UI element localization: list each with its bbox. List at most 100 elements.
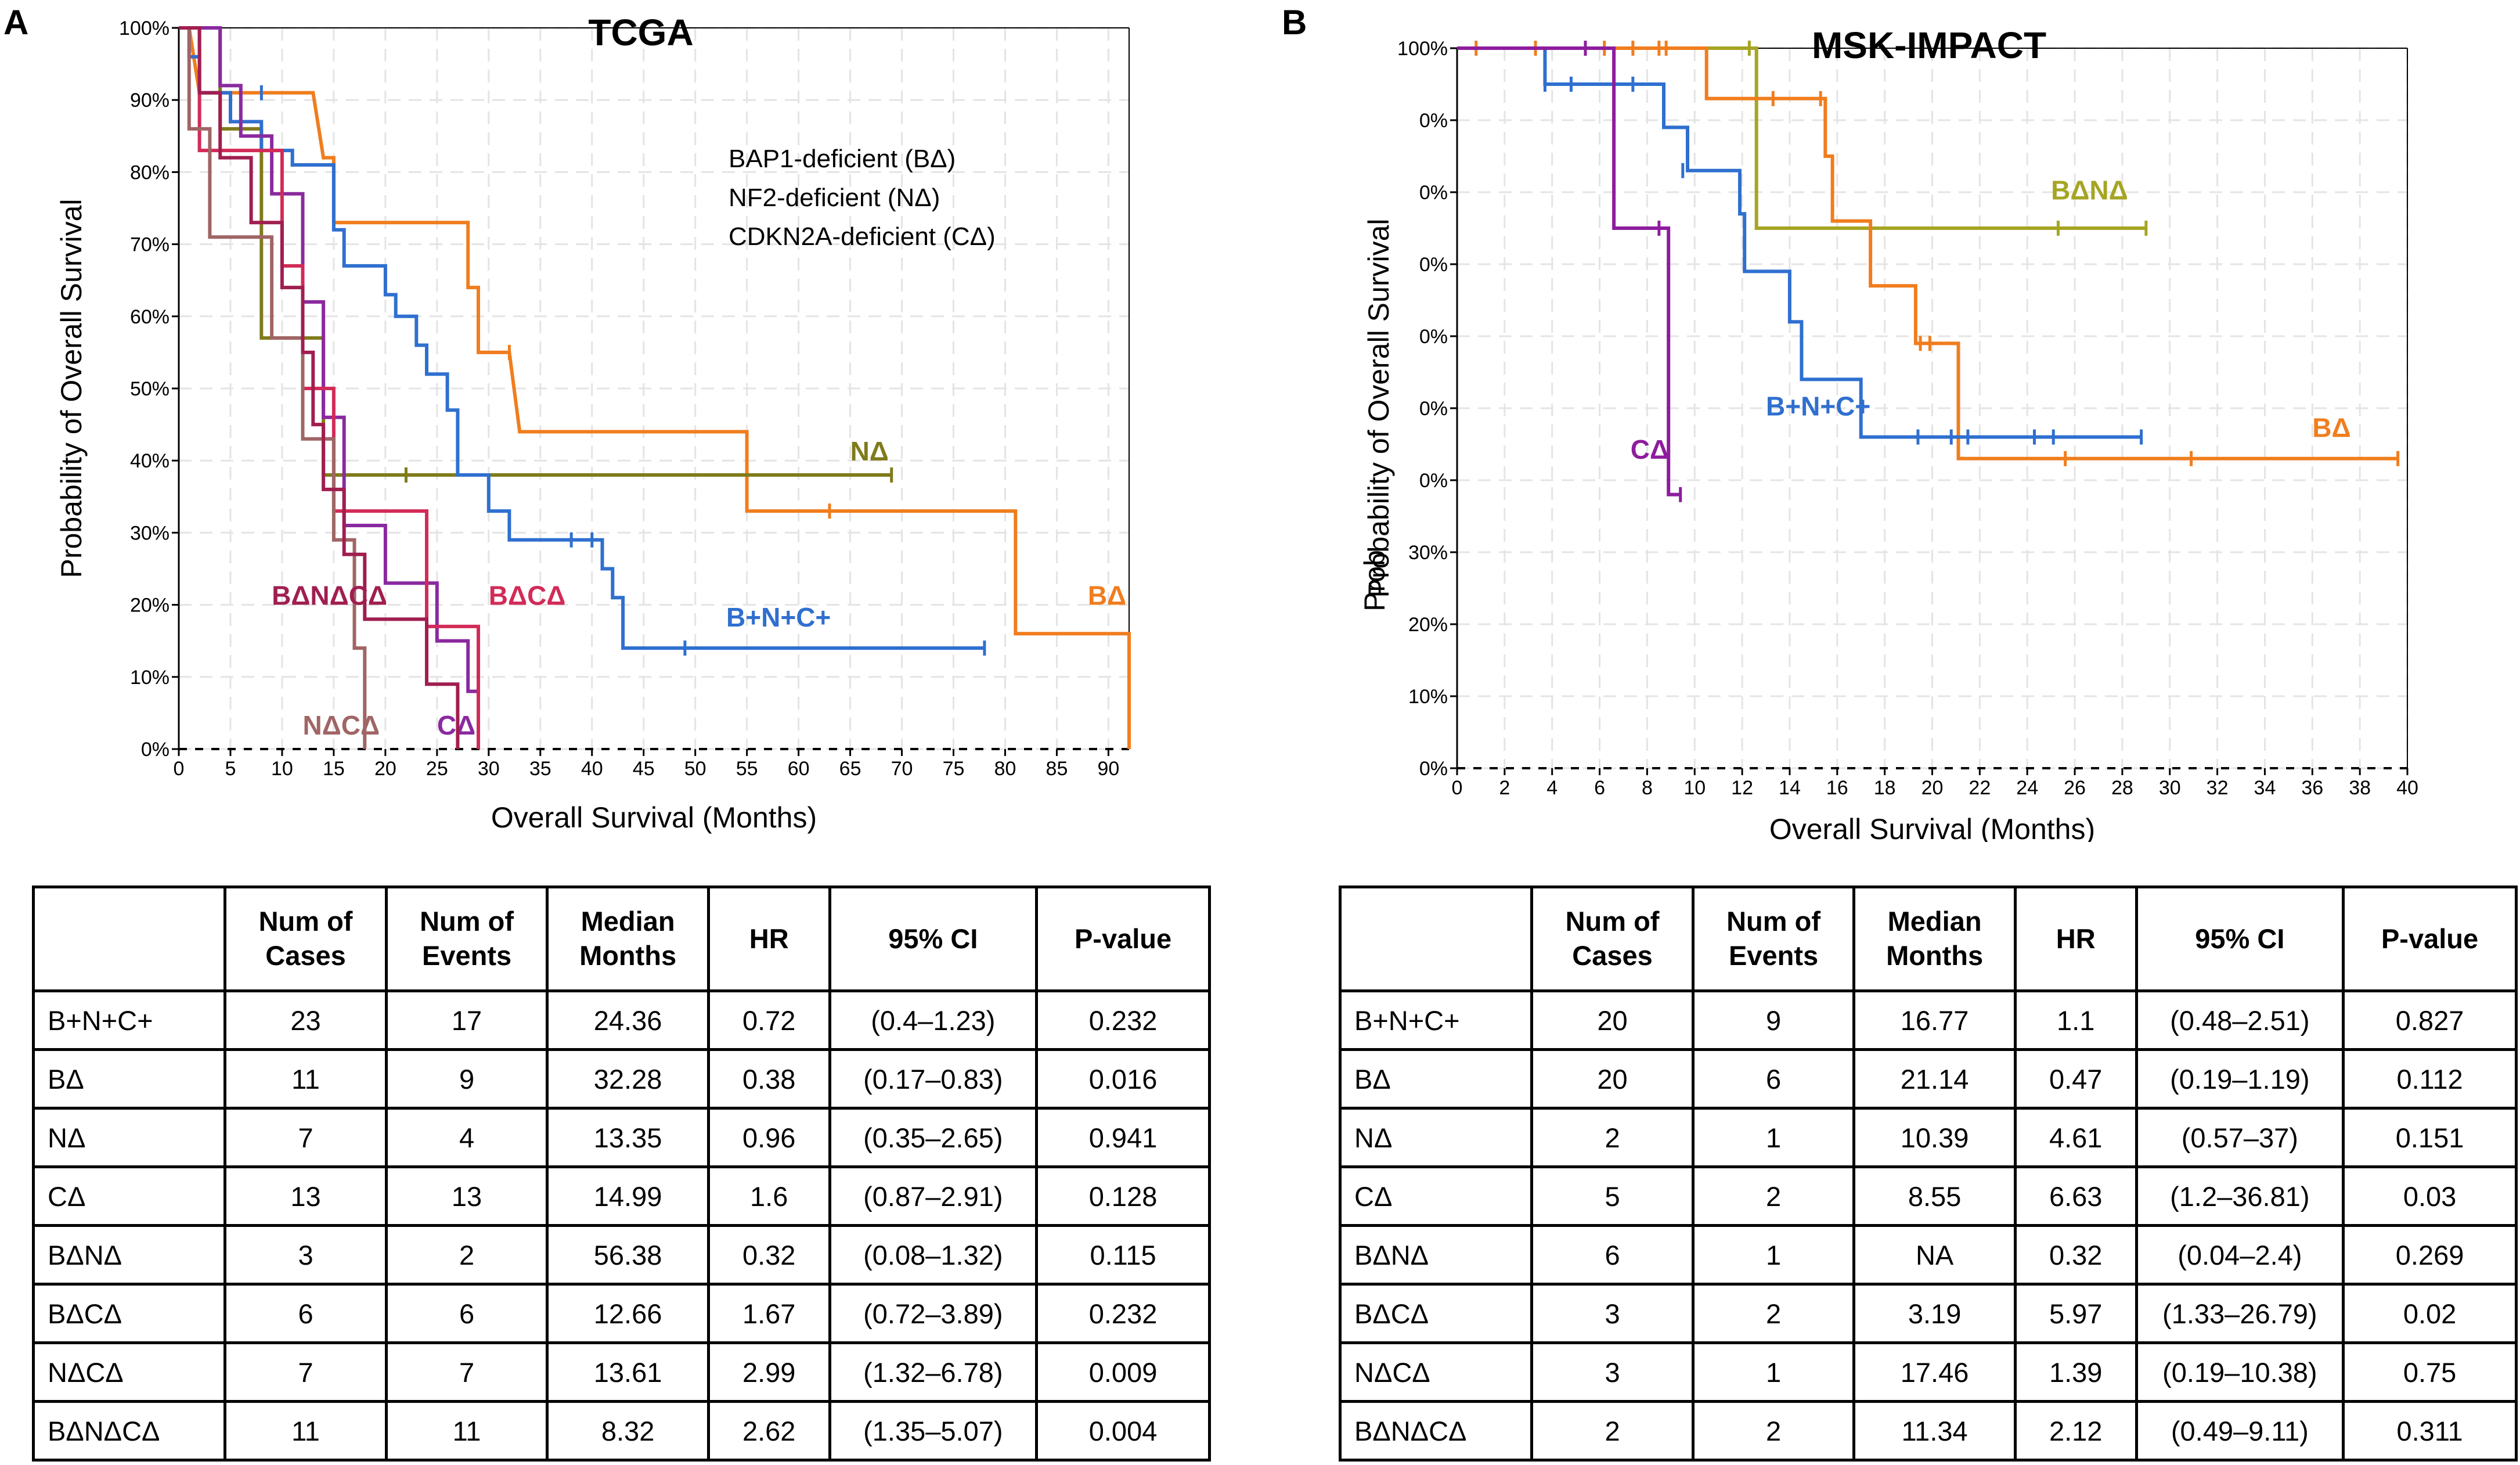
- tcga-x-tick-label: 50: [684, 758, 706, 780]
- tcga-value-cell: (0.87–2.91): [828, 1165, 1039, 1227]
- tcga-x-tick-label: 5: [225, 758, 236, 780]
- tcga-value-cell: 0.016: [1035, 1048, 1211, 1110]
- tcga-stats-table: Num of Cases Num of Events Median Months HR 95%…: [31, 886, 1211, 1462]
- msk-value-cell: 0.151: [2342, 1107, 2518, 1168]
- tcga-y-tick-label: 100%: [119, 17, 170, 39]
- tcga-table-row: BΔCΔ 6 6 12.66 1.67 (0.72–3.89) 0.232: [31, 1283, 1211, 1344]
- msk-impact-survival-chart: 0%10%20%30%0%0%0%0%0%0%100%0 2 4 6 8 10 12 14 16…: [1358, 24, 2418, 842]
- tcga-x-tick-label: 65: [839, 758, 861, 780]
- tcga-x-tick-label: 40: [581, 758, 603, 780]
- tcga-y-label: Probability of Overall Survival: [55, 199, 88, 578]
- tcga-value-cell: 2: [384, 1224, 549, 1286]
- tcga-table-row: BΔ 11 9 32.28 0.38 (0.17–0.83) 0.016: [31, 1048, 1211, 1110]
- msk-value-cell: 2: [1530, 1107, 1695, 1168]
- tcga-header-cell: 95% CI: [828, 886, 1039, 992]
- tcga-value-cell: 7: [384, 1341, 549, 1403]
- msk-series-bdnd: [1457, 46, 2146, 230]
- msk-group-cell: CΔ: [1338, 1165, 1534, 1227]
- tcga-value-cell: 2.62: [706, 1400, 831, 1462]
- msk-y-tick-label: 10%: [1408, 686, 1448, 708]
- tcga-y-tick-label: 20%: [130, 595, 170, 617]
- msk-x-tick-label: 28: [2111, 777, 2133, 799]
- tcga-value-cell: 2.99: [706, 1341, 831, 1403]
- tcga-x-tick-label: 45: [633, 758, 655, 780]
- tcga-x-tick-label: 35: [529, 758, 551, 780]
- msk-x-tick-label: 20: [1921, 777, 1944, 799]
- tcga-value-cell: 4: [384, 1107, 549, 1168]
- msk-group-cell: BΔCΔ: [1338, 1283, 1534, 1344]
- panel-b-letter: B: [1282, 3, 1307, 42]
- msk-value-cell: 17.46: [1852, 1341, 2017, 1403]
- tcga-group-cell: BΔNΔCΔ: [31, 1400, 227, 1462]
- msk-value-cell: 1.39: [2013, 1341, 2138, 1403]
- msk-y-tick-label: 0%: [1419, 182, 1448, 204]
- msk-header-cell: [1338, 886, 1534, 992]
- tcga-value-cell: 9: [384, 1048, 549, 1110]
- msk-x-tick-label: 10: [1683, 777, 1706, 799]
- msk-series-cd: [1457, 46, 1681, 496]
- msk-x-tick-label: 24: [2016, 777, 2038, 799]
- tcga-value-cell: (0.35–2.65): [828, 1107, 1039, 1168]
- tcga-label-ndcd: NΔCΔ: [303, 710, 380, 740]
- msk-value-cell: 8.55: [1852, 1165, 2017, 1227]
- msk-y-tick-label: 0%: [1419, 254, 1448, 276]
- msk-value-cell: 0.47: [2013, 1048, 2138, 1110]
- msk-value-cell: (0.57–37): [2135, 1107, 2345, 1168]
- msk-x-tick-label: 16: [1826, 777, 1848, 799]
- panel-a-letter: A: [3, 3, 29, 42]
- tcga-table-row: NΔCΔ 7 7 13.61 2.99 (1.32–6.78) 0.009: [31, 1341, 1211, 1403]
- tcga-x-tick-label: 15: [323, 758, 345, 780]
- msk-value-cell: 5: [1530, 1165, 1695, 1227]
- tcga-value-cell: 13.35: [546, 1107, 710, 1168]
- msk-header-row: Num of Cases Num of Events Median Months HR 95%…: [1338, 886, 2518, 992]
- msk-table-row: BΔ 20 6 21.14 0.47 (0.19–1.19) 0.112: [1338, 1048, 2518, 1110]
- msk-x-tick-label: 0: [1452, 777, 1463, 799]
- msk-value-cell: 3: [1530, 1283, 1695, 1344]
- msk-label-cd: CΔ: [1631, 434, 1669, 465]
- msk-value-cell: 9: [1691, 989, 1856, 1051]
- tcga-header-cell: Median Months: [546, 886, 710, 992]
- msk-value-cell: 10.39: [1852, 1107, 2017, 1168]
- tcga-y-tick-label: 0%: [141, 739, 170, 761]
- msk-value-cell: 1: [1691, 1107, 1856, 1168]
- tcga-x-tick-label: 55: [736, 758, 758, 780]
- msk-value-cell: 0.32: [2013, 1224, 2138, 1286]
- tcga-header-cell: [31, 886, 227, 992]
- msk-value-cell: 2: [1691, 1400, 1856, 1462]
- tcga-label-nd: NΔ: [850, 436, 889, 466]
- tcga-y-tick-label: 80%: [130, 161, 170, 183]
- tcga-legend-line: BAP1-deficient (BΔ): [729, 145, 956, 173]
- tcga-label-bd: BΔ: [1088, 581, 1126, 611]
- msk-value-cell: (0.04–2.4): [2135, 1224, 2345, 1286]
- msk-group-cell: B+N+C+: [1338, 989, 1534, 1051]
- msk-y-tick-label: 0%: [1419, 398, 1448, 420]
- tcga-table-row: NΔ 7 4 13.35 0.96 (0.35–2.65) 0.941: [31, 1107, 1211, 1168]
- msk-series-bpnpcp: [1457, 46, 2142, 439]
- msk-x-tick-label: 30: [2159, 777, 2181, 799]
- msk-group-cell: BΔNΔCΔ: [1338, 1400, 1534, 1462]
- msk-y-tick-label: 30%: [1408, 542, 1448, 564]
- tcga-y-tick-label: 50%: [130, 378, 170, 400]
- tcga-value-cell: (0.4–1.23): [828, 989, 1039, 1051]
- msk-value-cell: 0.827: [2342, 989, 2518, 1051]
- msk-series-bd: [1457, 46, 2398, 460]
- tcga-x-tick-label: 70: [891, 758, 913, 780]
- tcga-value-cell: 7: [223, 1341, 388, 1403]
- tcga-x-tick-label: 25: [426, 758, 448, 780]
- msk-header-cell: Median Months: [1852, 886, 2017, 992]
- tcga-legend-line: CDKN2A-deficient (CΔ): [729, 222, 996, 251]
- msk-value-cell: (1.33–26.79): [2135, 1283, 2345, 1344]
- tcga-y-tick-label: 30%: [130, 522, 170, 544]
- msk-x-tick-label: 36: [2301, 777, 2323, 799]
- msk-value-cell: 6: [1530, 1224, 1695, 1286]
- msk-group-cell: NΔCΔ: [1338, 1341, 1534, 1403]
- tcga-x-tick-label: 80: [994, 758, 1016, 780]
- tcga-value-cell: 23: [223, 989, 388, 1051]
- msk-table-row: BΔCΔ 3 2 3.19 5.97 (1.33–26.79) 0.02: [1338, 1283, 2518, 1344]
- tcga-legend-line: NF2-deficient (NΔ): [729, 183, 940, 212]
- tcga-value-cell: 56.38: [546, 1224, 710, 1286]
- tcga-value-cell: 0.232: [1035, 989, 1211, 1051]
- msk-group-cell: BΔNΔ: [1338, 1224, 1534, 1286]
- msk-header-cell: Num of Cases: [1530, 886, 1695, 992]
- msk-value-cell: 1: [1691, 1341, 1856, 1403]
